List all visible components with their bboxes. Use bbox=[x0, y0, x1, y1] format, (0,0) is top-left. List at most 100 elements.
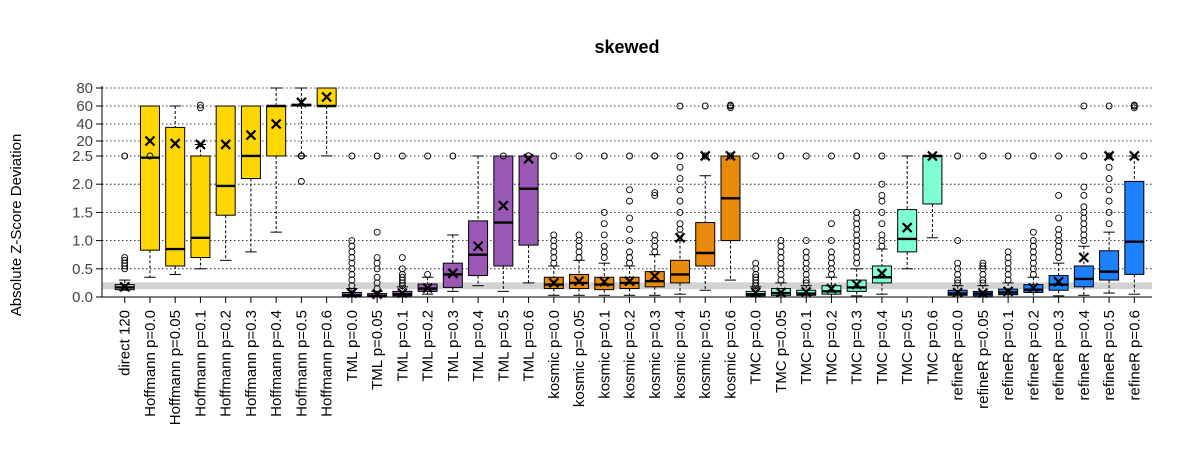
outlier-point bbox=[348, 237, 356, 245]
outlier-point bbox=[398, 265, 406, 273]
outlier-point bbox=[550, 248, 558, 256]
y-tick-label: 40 bbox=[76, 116, 93, 133]
box-iqr bbox=[240, 105, 261, 180]
outlier-point bbox=[1080, 192, 1088, 199]
box-iqr bbox=[215, 105, 236, 216]
mean-marker bbox=[371, 288, 383, 300]
mean-marker bbox=[826, 283, 837, 294]
mean-marker bbox=[169, 138, 181, 149]
outlier-point bbox=[979, 259, 987, 267]
box-refiner-p-0-0 bbox=[947, 152, 968, 298]
outlier-point bbox=[575, 242, 583, 250]
outlier-point bbox=[550, 152, 558, 160]
mean-marker bbox=[927, 150, 938, 162]
outlier-point bbox=[121, 254, 129, 261]
x-tick-label: kosmic p=0.3 bbox=[647, 310, 664, 399]
outlier-point bbox=[297, 152, 305, 160]
outlier-point bbox=[1055, 231, 1063, 239]
mean-marker bbox=[1129, 150, 1140, 162]
outlier-point bbox=[626, 214, 633, 222]
box-iqr bbox=[670, 259, 691, 284]
outlier-point bbox=[802, 237, 810, 245]
mean-marker bbox=[725, 150, 736, 162]
outlier-point bbox=[626, 152, 633, 160]
y-tick-label: 2.5 bbox=[72, 148, 93, 165]
outlier-point bbox=[802, 152, 810, 160]
outlier-point bbox=[626, 254, 633, 261]
x-tick-label: TMC p=0.3 bbox=[849, 310, 866, 385]
x-tick-label: direct 120 bbox=[117, 310, 134, 376]
outlier-point bbox=[651, 231, 659, 239]
box-tmc-p-0-3 bbox=[846, 152, 867, 297]
outlier-point bbox=[626, 186, 633, 194]
box-iqr bbox=[897, 209, 918, 253]
mean-marker bbox=[599, 276, 610, 288]
outlier-point bbox=[853, 152, 861, 160]
mean-marker bbox=[346, 287, 358, 299]
outlier-point bbox=[297, 177, 305, 185]
outlier-point bbox=[802, 279, 810, 287]
x-tick-label: kosmic p=0.1 bbox=[596, 310, 613, 399]
outlier-point bbox=[676, 208, 684, 216]
outlier-point bbox=[701, 152, 709, 160]
box-tml-p-0-3 bbox=[442, 152, 463, 292]
mean-marker bbox=[1103, 150, 1115, 162]
x-tick-label: Hoffmann p=0.05 bbox=[167, 310, 184, 425]
outlier-point bbox=[1105, 220, 1113, 228]
outlier-point bbox=[676, 197, 684, 205]
box-hoffmann-p-0-0 bbox=[139, 105, 160, 278]
outlier-point bbox=[727, 152, 734, 160]
box-iqr bbox=[695, 222, 716, 267]
box-tmc-p-0-0 bbox=[745, 152, 766, 298]
outlier-point bbox=[878, 197, 886, 205]
outlier-point bbox=[348, 276, 356, 284]
box-iqr bbox=[468, 220, 489, 277]
outlier-point bbox=[827, 220, 835, 228]
y-tick-label: 2.0 bbox=[72, 176, 93, 193]
outlier-point bbox=[1029, 237, 1037, 245]
mean-marker bbox=[447, 268, 459, 279]
outlier-point bbox=[1080, 214, 1088, 222]
box-tmc-p-0-5 bbox=[897, 155, 918, 270]
outlier-point bbox=[348, 254, 356, 261]
outlier-point bbox=[1080, 183, 1088, 191]
outlier-point bbox=[600, 231, 608, 239]
outlier-point bbox=[1080, 220, 1088, 228]
outlier-point bbox=[449, 152, 457, 160]
x-tick-label: kosmic p=0.2 bbox=[622, 310, 639, 399]
box-tml-p-0-5 bbox=[493, 152, 514, 292]
outlier-point bbox=[777, 276, 785, 284]
outlier-point bbox=[727, 104, 734, 112]
outlier-point bbox=[827, 237, 835, 245]
outlier-point bbox=[1004, 276, 1012, 284]
mean-marker bbox=[397, 287, 408, 299]
outlier-point bbox=[1029, 242, 1037, 250]
outlier-point bbox=[1080, 225, 1088, 233]
box-tmc-p-0-1 bbox=[796, 152, 817, 298]
outlier-point bbox=[777, 248, 785, 256]
outlier-point bbox=[550, 254, 558, 261]
outlier-point bbox=[550, 231, 558, 239]
outlier-point bbox=[853, 208, 861, 216]
outlier-point bbox=[853, 254, 861, 261]
outlier-point bbox=[853, 231, 861, 239]
outlier-point bbox=[1055, 192, 1063, 199]
outlier-point bbox=[802, 259, 810, 267]
outlier-point bbox=[1004, 152, 1012, 160]
mean-marker bbox=[144, 135, 156, 147]
outlier-point bbox=[979, 270, 987, 278]
x-tick-label: refineR p=0.3 bbox=[1051, 310, 1068, 400]
box-kosmic-p-0-2 bbox=[619, 152, 640, 296]
outlier-point bbox=[1055, 214, 1063, 222]
x-tick-label: refineR p=0.5 bbox=[1101, 310, 1118, 400]
outlier-point bbox=[979, 262, 987, 270]
outlier-point bbox=[1105, 175, 1113, 183]
x-tick-label: TMC p=0.0 bbox=[748, 310, 765, 385]
outlier-point bbox=[676, 225, 684, 233]
outlier-point bbox=[575, 254, 583, 261]
outlier-point bbox=[373, 254, 381, 261]
outlier-point bbox=[777, 254, 785, 261]
outlier-point bbox=[196, 101, 204, 109]
outlier-point bbox=[626, 248, 633, 256]
